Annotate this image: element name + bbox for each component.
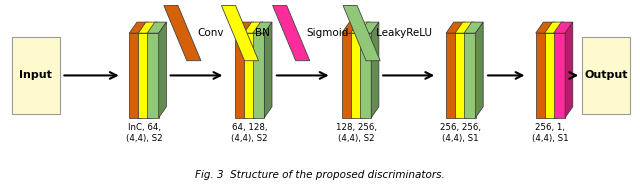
Text: Fig. 3  Structure of the proposed discriminators.: Fig. 3 Structure of the proposed discrim… <box>195 170 445 180</box>
Polygon shape <box>476 22 483 118</box>
Polygon shape <box>235 22 254 33</box>
Polygon shape <box>554 33 565 118</box>
Polygon shape <box>353 22 361 118</box>
Polygon shape <box>536 22 555 33</box>
Polygon shape <box>147 22 166 33</box>
Text: Output: Output <box>585 70 628 80</box>
Polygon shape <box>547 22 555 118</box>
Polygon shape <box>556 22 564 118</box>
Polygon shape <box>221 6 259 61</box>
Text: 256, 256,
(4,4), S1: 256, 256, (4,4), S1 <box>440 123 481 143</box>
FancyBboxPatch shape <box>582 37 630 114</box>
Polygon shape <box>362 22 370 118</box>
Polygon shape <box>343 6 380 61</box>
Text: BN: BN <box>255 28 269 38</box>
Text: 128, 256,
(4,4), S2: 128, 256, (4,4), S2 <box>336 123 377 143</box>
Polygon shape <box>360 22 379 33</box>
Polygon shape <box>138 22 157 33</box>
Polygon shape <box>264 22 272 118</box>
Polygon shape <box>545 33 556 118</box>
Polygon shape <box>141 22 148 118</box>
Text: LeakyReLU: LeakyReLU <box>376 28 433 38</box>
Polygon shape <box>147 33 159 118</box>
Polygon shape <box>455 22 474 33</box>
Polygon shape <box>371 22 379 118</box>
Text: Sigmoid: Sigmoid <box>306 28 348 38</box>
Polygon shape <box>446 33 458 118</box>
Polygon shape <box>246 22 254 118</box>
Polygon shape <box>253 22 272 33</box>
Polygon shape <box>164 6 201 61</box>
FancyBboxPatch shape <box>12 37 60 114</box>
Polygon shape <box>342 22 361 33</box>
Polygon shape <box>446 22 465 33</box>
Polygon shape <box>253 33 264 118</box>
Polygon shape <box>138 33 150 118</box>
Polygon shape <box>235 33 246 118</box>
Text: Conv: Conv <box>197 28 223 38</box>
Polygon shape <box>554 22 573 33</box>
Polygon shape <box>273 6 310 61</box>
Polygon shape <box>159 22 166 118</box>
Polygon shape <box>244 22 263 33</box>
Polygon shape <box>351 22 370 33</box>
Polygon shape <box>129 33 141 118</box>
Text: Input: Input <box>19 70 52 80</box>
Polygon shape <box>129 22 148 33</box>
Polygon shape <box>565 22 573 118</box>
Polygon shape <box>545 22 564 33</box>
Polygon shape <box>342 33 353 118</box>
Text: InC, 64,
(4,4), S2: InC, 64, (4,4), S2 <box>125 123 163 143</box>
Text: 64, 128,
(4,4), S2: 64, 128, (4,4), S2 <box>231 123 268 143</box>
Polygon shape <box>150 22 157 118</box>
Polygon shape <box>244 33 255 118</box>
Polygon shape <box>255 22 263 118</box>
Text: 256, 1,
(4,4), S1: 256, 1, (4,4), S1 <box>532 123 569 143</box>
Polygon shape <box>464 22 483 33</box>
Polygon shape <box>455 33 467 118</box>
Polygon shape <box>351 33 362 118</box>
Polygon shape <box>536 33 547 118</box>
Polygon shape <box>464 33 476 118</box>
Polygon shape <box>360 33 371 118</box>
Polygon shape <box>467 22 474 118</box>
Polygon shape <box>458 22 465 118</box>
